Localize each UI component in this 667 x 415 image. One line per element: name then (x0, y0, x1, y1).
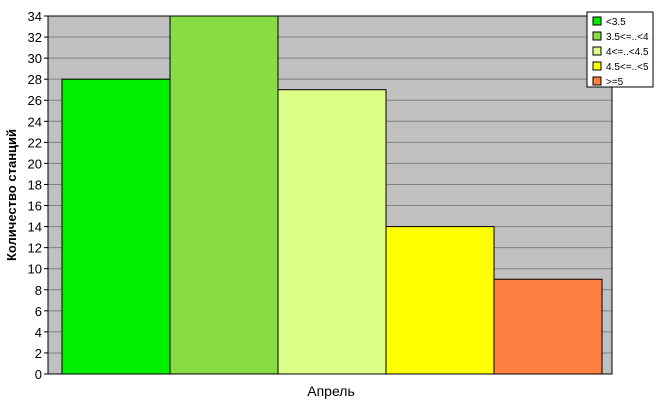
y-tick-label: 34 (28, 9, 42, 24)
bar (277, 89, 387, 375)
y-tick-label: 20 (28, 156, 42, 171)
legend-label: 4.5<=..<5 (606, 62, 649, 73)
bar (61, 78, 171, 375)
y-tick-label: 8 (35, 283, 42, 298)
y-tick-label: 18 (28, 177, 42, 192)
x-category-label: Апрель (307, 383, 355, 399)
legend: <3.5 3.5<=..<4 4<=..<4.5 4.5<=..<5 >=5 (586, 11, 654, 88)
legend-label: 3.5<=..<4 (606, 32, 649, 43)
y-tick-label: 28 (28, 72, 42, 87)
legend-swatch (592, 16, 602, 26)
bar (493, 278, 603, 375)
y-tick-label: 0 (35, 367, 42, 382)
y-tick-label: 16 (28, 199, 42, 214)
bar (169, 15, 279, 375)
bar (385, 226, 495, 375)
y-tick-label: 30 (28, 51, 42, 66)
y-axis-label: Количество станций (4, 129, 19, 261)
legend-swatch (592, 46, 602, 56)
y-tick-label: 6 (35, 304, 42, 319)
y-tick-label: 22 (28, 135, 42, 150)
legend-swatch (592, 76, 602, 86)
plot-border (47, 15, 613, 375)
y-tick-label: 32 (28, 30, 42, 45)
legend-label: <3.5 (606, 17, 626, 28)
y-tick-label: 26 (28, 93, 42, 108)
y-tick-label: 24 (28, 114, 42, 129)
legend-label: 4<=..<4.5 (606, 47, 649, 58)
y-tick-label: 10 (28, 262, 42, 277)
legend-swatch (592, 61, 602, 71)
legend-swatch (592, 31, 602, 41)
y-tick-label: 14 (28, 220, 42, 235)
legend-label: >=5 (606, 77, 624, 88)
y-tick-label: 2 (35, 346, 42, 361)
y-tick-label: 12 (28, 241, 42, 256)
y-tick-label: 4 (35, 325, 42, 340)
